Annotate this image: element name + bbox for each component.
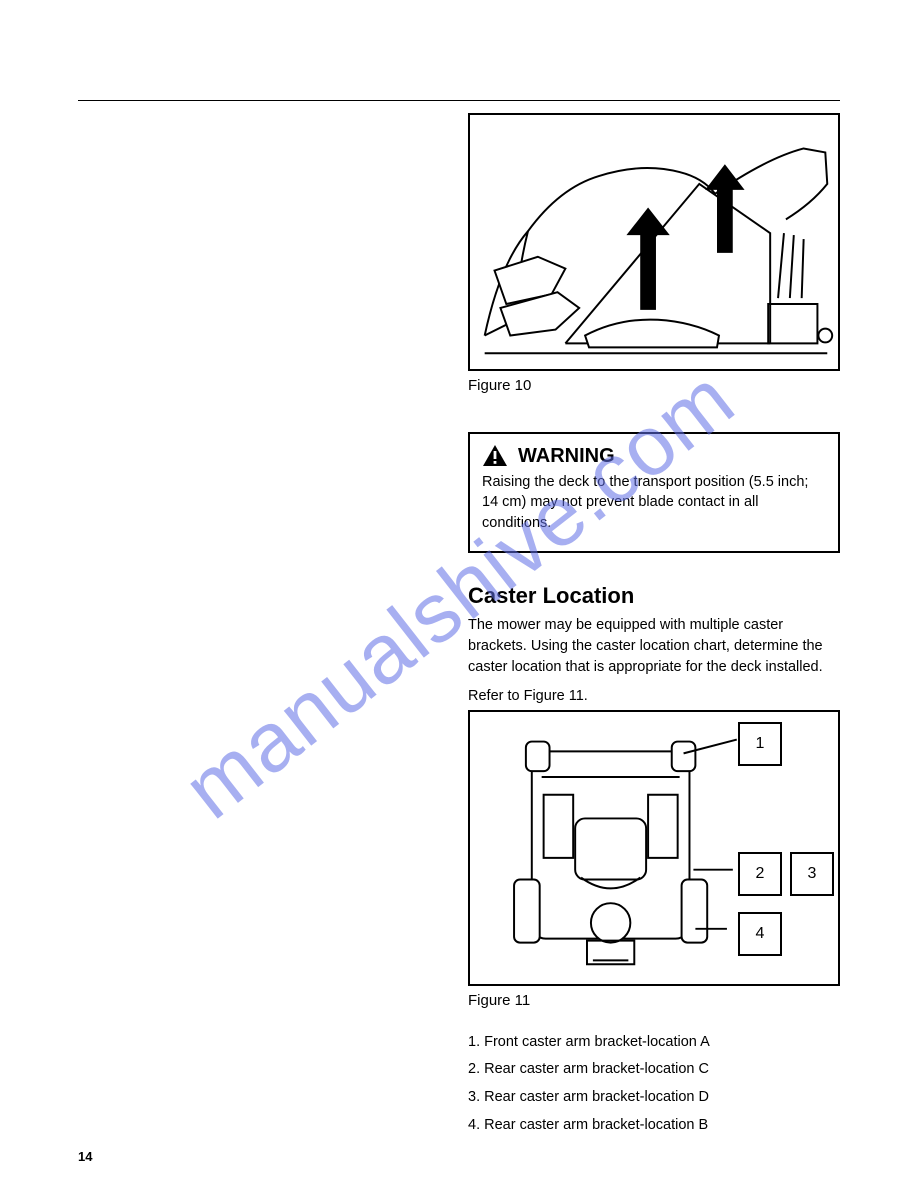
figure-11-box: 1 2 3 4 — [468, 710, 840, 986]
callout-box-3: 3 — [790, 852, 834, 896]
legend-item: 1. Front caster arm bracket-location A — [468, 1029, 840, 1057]
figure-10-caption: Figure 10 — [468, 377, 840, 394]
callout-label: 2 — [756, 865, 765, 883]
page-number: 14 — [78, 1149, 92, 1164]
callout-label: 1 — [756, 735, 765, 753]
caster-location-heading: Caster Location — [468, 583, 840, 609]
page-content: Figure 10 WARNING Raising the deck to th… — [78, 60, 840, 1139]
figure-11-intro: Refer to Figure 11. — [468, 688, 840, 704]
callout-box-4: 4 — [738, 912, 782, 956]
figure-10-arrows — [626, 164, 744, 310]
callout-label: 3 — [808, 865, 817, 883]
callout-label: 4 — [756, 925, 765, 943]
figure-11-caption: Figure 11 — [468, 992, 840, 1009]
warning-title: WARNING — [518, 445, 615, 468]
warning-header: WARNING — [482, 444, 826, 468]
left-column — [78, 113, 444, 1139]
warning-box: WARNING Raising the deck to the transpor… — [468, 432, 840, 553]
legend-item: 4. Rear caster arm bracket-location B — [468, 1112, 840, 1140]
legend-item: 2. Rear caster arm bracket-location C — [468, 1056, 840, 1084]
right-column: Figure 10 WARNING Raising the deck to th… — [468, 113, 840, 1139]
figure-10-illustration — [470, 115, 838, 369]
two-column-layout: Figure 10 WARNING Raising the deck to th… — [78, 113, 840, 1139]
warning-triangle-icon — [482, 444, 508, 468]
callout-box-1: 1 — [738, 722, 782, 766]
figure-11-legend: 1. Front caster arm bracket-location A 2… — [468, 1029, 840, 1139]
header-rule — [78, 100, 840, 101]
figure-11-illustration — [470, 712, 838, 984]
callout-box-2: 2 — [738, 852, 782, 896]
legend-item: 3. Rear caster arm bracket-location D — [468, 1084, 840, 1112]
warning-body-text: Raising the deck to the transport positi… — [482, 472, 826, 533]
caster-location-body: The mower may be equipped with multiple … — [468, 615, 840, 678]
figure-10-box — [468, 113, 840, 371]
